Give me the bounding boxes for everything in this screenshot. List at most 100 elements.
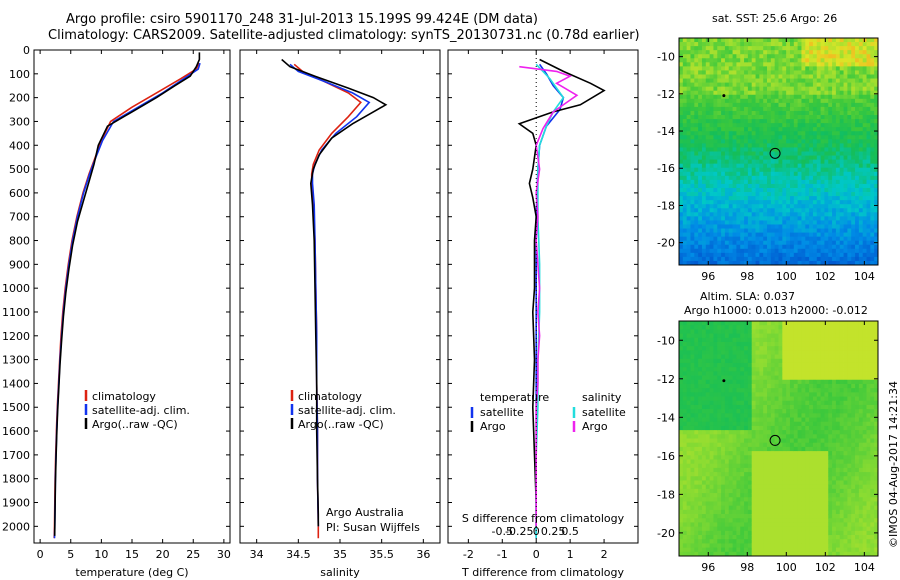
map-cell — [801, 183, 806, 189]
map-cell — [789, 50, 795, 55]
map-cell — [721, 375, 726, 381]
map-cell — [816, 62, 821, 67]
map-cell — [763, 94, 768, 100]
map-cell — [767, 236, 772, 242]
map-cell — [740, 224, 745, 229]
map-cell — [728, 430, 733, 435]
map-cell — [709, 442, 714, 448]
map-cell — [805, 46, 810, 51]
map-cell — [767, 74, 772, 79]
map-cell — [747, 66, 753, 71]
map-cell — [717, 354, 722, 360]
map-cell — [866, 127, 871, 132]
map-cell — [759, 208, 764, 213]
map-cell — [778, 106, 783, 112]
map-cell — [862, 42, 867, 47]
map-cell — [786, 459, 791, 465]
map-cell — [705, 467, 711, 473]
map-cell — [805, 244, 810, 250]
map-cell — [793, 159, 799, 165]
map-cell — [740, 90, 745, 96]
map-cell — [851, 163, 856, 169]
map-cell — [682, 518, 688, 523]
map-cell — [728, 333, 733, 339]
map-cell — [778, 78, 783, 83]
map-cell — [736, 248, 741, 254]
map-cell — [717, 392, 722, 397]
map-cell — [862, 183, 867, 189]
x-tick-label: 1 — [567, 548, 574, 561]
map-cell — [778, 497, 783, 502]
map-cell — [744, 451, 749, 456]
map-cell — [744, 119, 749, 124]
map-cell — [862, 115, 867, 120]
map-cell — [732, 143, 737, 148]
map-cell — [862, 143, 867, 148]
map-cell — [767, 228, 772, 233]
map-cell — [793, 179, 799, 185]
map-cell — [732, 480, 737, 486]
map-cell — [732, 325, 737, 330]
map-cell — [824, 147, 829, 152]
map-cell — [874, 155, 879, 160]
map-cell — [793, 151, 799, 156]
map-cell — [701, 171, 707, 177]
map-cell — [698, 514, 703, 519]
map-cell — [747, 493, 753, 498]
map-cell — [797, 216, 802, 221]
map-cell — [832, 212, 837, 217]
map-cell — [855, 147, 860, 152]
map-cell — [862, 127, 867, 132]
map-cell — [732, 341, 737, 347]
map-cell — [732, 388, 737, 393]
map-cell — [690, 434, 695, 439]
map-cell — [721, 175, 726, 181]
map-cell — [774, 430, 779, 435]
map-cell — [721, 438, 726, 444]
map-cell — [740, 463, 745, 469]
map-cell — [721, 151, 726, 156]
map-cell — [728, 321, 733, 326]
map-cell — [786, 256, 791, 262]
map-cell — [694, 74, 699, 79]
map-cell — [835, 236, 841, 242]
map-cell — [812, 127, 818, 132]
map-cell — [763, 175, 768, 181]
map-cell — [740, 175, 745, 181]
map-cell — [797, 480, 802, 486]
map-cell — [816, 54, 821, 59]
map-cell — [747, 430, 753, 435]
map-cell — [835, 212, 841, 217]
map-cell — [701, 131, 707, 136]
map-cell — [694, 514, 699, 519]
map-cell — [828, 98, 833, 104]
map-cell — [839, 38, 844, 43]
map-cell — [763, 244, 768, 250]
map-cell — [789, 66, 795, 71]
map-cell — [847, 147, 852, 152]
map-cell — [843, 74, 848, 79]
map-cell — [786, 434, 791, 439]
map-cell — [786, 74, 791, 79]
map-cell — [713, 535, 718, 540]
map-cell — [855, 252, 860, 258]
map-cell — [832, 54, 837, 59]
map-cell — [694, 350, 699, 355]
map-cell — [805, 216, 810, 221]
legend-label: climatology — [298, 390, 362, 403]
map-cell — [874, 42, 879, 47]
map-cell — [740, 325, 745, 330]
map-cell — [812, 155, 818, 160]
map-cell — [679, 220, 684, 225]
map-cell — [701, 106, 707, 112]
map-cell — [820, 94, 825, 100]
map-cell — [805, 115, 810, 120]
map-cell — [705, 244, 711, 250]
map-cell — [858, 252, 864, 258]
map-cell — [763, 455, 768, 460]
map-cell — [789, 400, 795, 406]
map-cell — [686, 547, 691, 553]
map-cell — [713, 196, 718, 201]
map-cell — [793, 110, 799, 116]
map-cell — [698, 488, 703, 494]
